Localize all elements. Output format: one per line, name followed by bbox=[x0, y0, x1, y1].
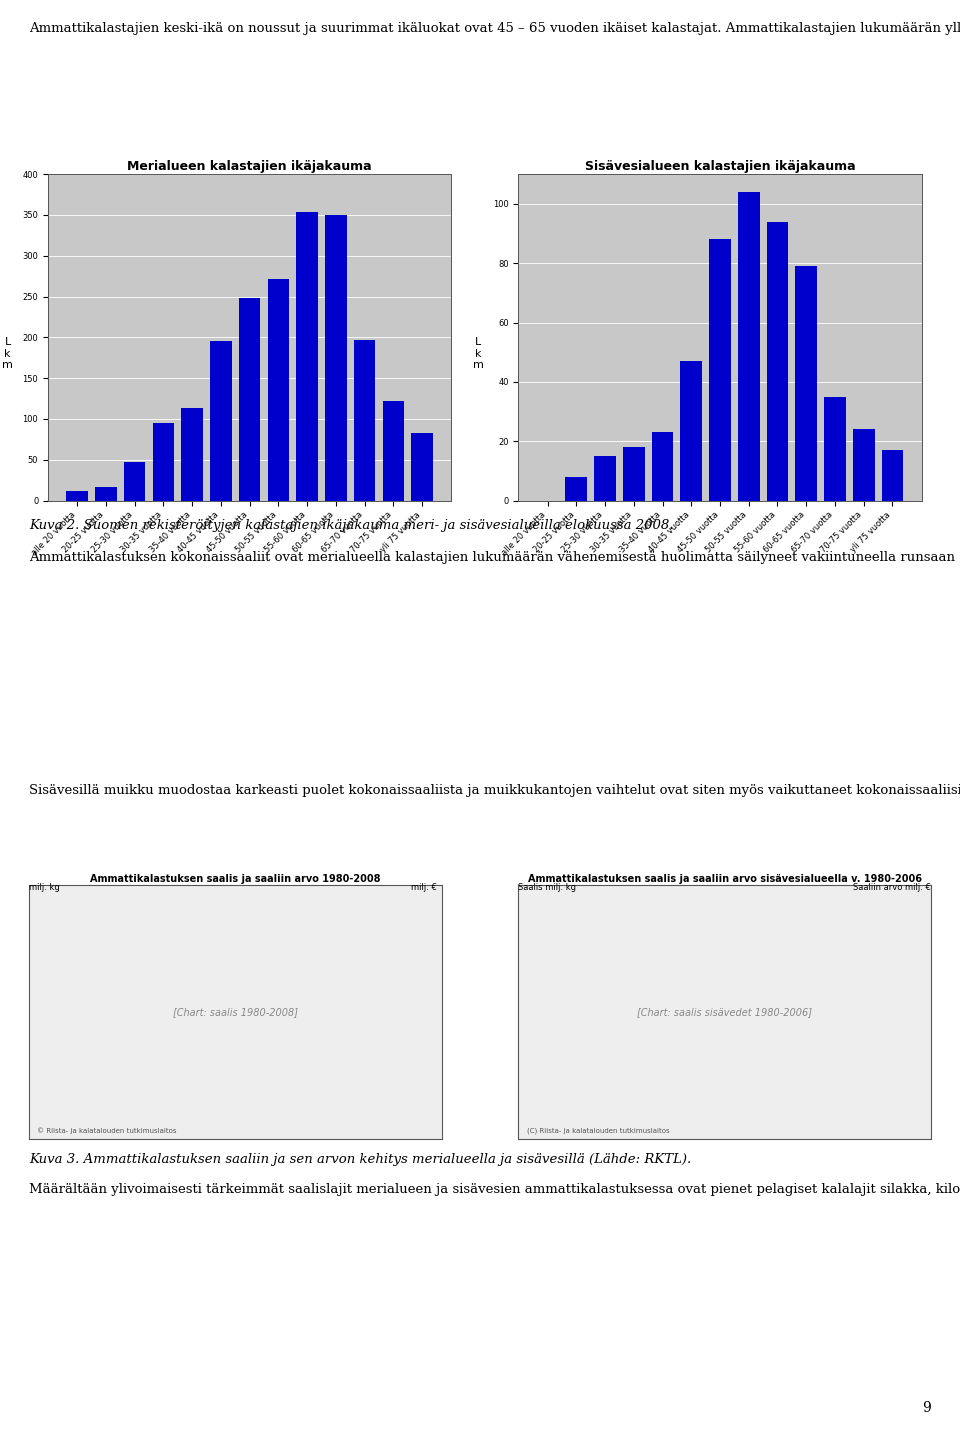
Bar bbox=[411, 432, 433, 501]
Bar bbox=[853, 429, 875, 501]
Y-axis label: L
k
m: L k m bbox=[2, 337, 13, 370]
Bar bbox=[354, 340, 375, 501]
Bar bbox=[181, 408, 203, 501]
Bar bbox=[210, 341, 231, 501]
Text: (C) Riista- ja kalatalouden tutkimuslaitos: (C) Riista- ja kalatalouden tutkimuslait… bbox=[527, 1127, 669, 1135]
Bar bbox=[95, 486, 116, 501]
Bar bbox=[738, 192, 759, 501]
Title: Ammattikalastuksen saalis ja saaliin arvo sisävesialueella v. 1980-2006: Ammattikalastuksen saalis ja saaliin arv… bbox=[528, 875, 922, 884]
Text: Ammattikalastuksen kokonaissaaliit ovat merialueella kalastajien lukumäärän vähe: Ammattikalastuksen kokonaissaaliit ovat … bbox=[29, 551, 960, 564]
Text: [Chart: saalis 1980-2008]: [Chart: saalis 1980-2008] bbox=[173, 1007, 298, 1017]
Bar bbox=[594, 456, 615, 501]
Bar bbox=[825, 396, 846, 501]
Text: Sisävesillä muikku muodostaa karkeasti puolet kokonaissaaliista ja muikkukantoje: Sisävesillä muikku muodostaa karkeasti p… bbox=[29, 784, 960, 797]
Title: Merialueen kalastajien ikäjakauma: Merialueen kalastajien ikäjakauma bbox=[128, 160, 372, 173]
Bar bbox=[124, 463, 145, 501]
Bar bbox=[268, 279, 289, 501]
Text: 9: 9 bbox=[923, 1400, 931, 1415]
Bar bbox=[239, 299, 260, 501]
Bar bbox=[623, 447, 644, 501]
Y-axis label: L
k
m: L k m bbox=[472, 337, 484, 370]
Text: Saaliin arvo milj. €: Saaliin arvo milj. € bbox=[853, 884, 931, 892]
Bar bbox=[709, 239, 731, 501]
Text: Kuva 2. Suomen rekisteröityjen kalastajien ikäjakauma meri- ja sisävesialueilla : Kuva 2. Suomen rekisteröityjen kalastaji… bbox=[29, 519, 673, 533]
Bar bbox=[66, 490, 88, 501]
Bar bbox=[153, 424, 174, 501]
Text: Kuva 3. Ammattikalastuksen saaliin ja sen arvon kehitys merialueella ja sisävesi: Kuva 3. Ammattikalastuksen saaliin ja se… bbox=[29, 1154, 691, 1165]
Bar bbox=[383, 400, 404, 501]
Text: [Chart: saalis sisävedet 1980-2006]: [Chart: saalis sisävedet 1980-2006] bbox=[637, 1007, 812, 1017]
Bar bbox=[767, 222, 788, 501]
Bar bbox=[681, 361, 702, 501]
Bar bbox=[652, 432, 673, 501]
Title: Sisävesialueen kalastajien ikäjakauma: Sisävesialueen kalastajien ikäjakauma bbox=[585, 160, 855, 173]
Bar bbox=[325, 215, 347, 501]
Text: Saalis milj. kg: Saalis milj. kg bbox=[518, 884, 576, 892]
Bar bbox=[565, 477, 587, 501]
Text: milj. kg: milj. kg bbox=[29, 884, 60, 892]
Text: Ammattikalastajien keski-ikä on noussut ja suurimmat ikäluokat ovat 45 – 65 vuod: Ammattikalastajien keski-ikä on noussut … bbox=[29, 22, 960, 35]
Bar bbox=[881, 450, 903, 501]
Bar bbox=[297, 212, 318, 501]
Title: Ammattikalastuksen saalis ja saaliin arvo 1980-2008: Ammattikalastuksen saalis ja saaliin arv… bbox=[90, 875, 380, 884]
Text: milj. €: milj. € bbox=[411, 884, 437, 892]
Text: © Riista- ja kalatalouden tutkimuslaitos: © Riista- ja kalatalouden tutkimuslaitos bbox=[37, 1127, 177, 1135]
Bar bbox=[796, 266, 817, 501]
Text: Määrältään ylivoimaisesti tärkeimmät saalislajit merialueen ja sisävesien ammatt: Määrältään ylivoimaisesti tärkeimmät saa… bbox=[29, 1183, 960, 1196]
